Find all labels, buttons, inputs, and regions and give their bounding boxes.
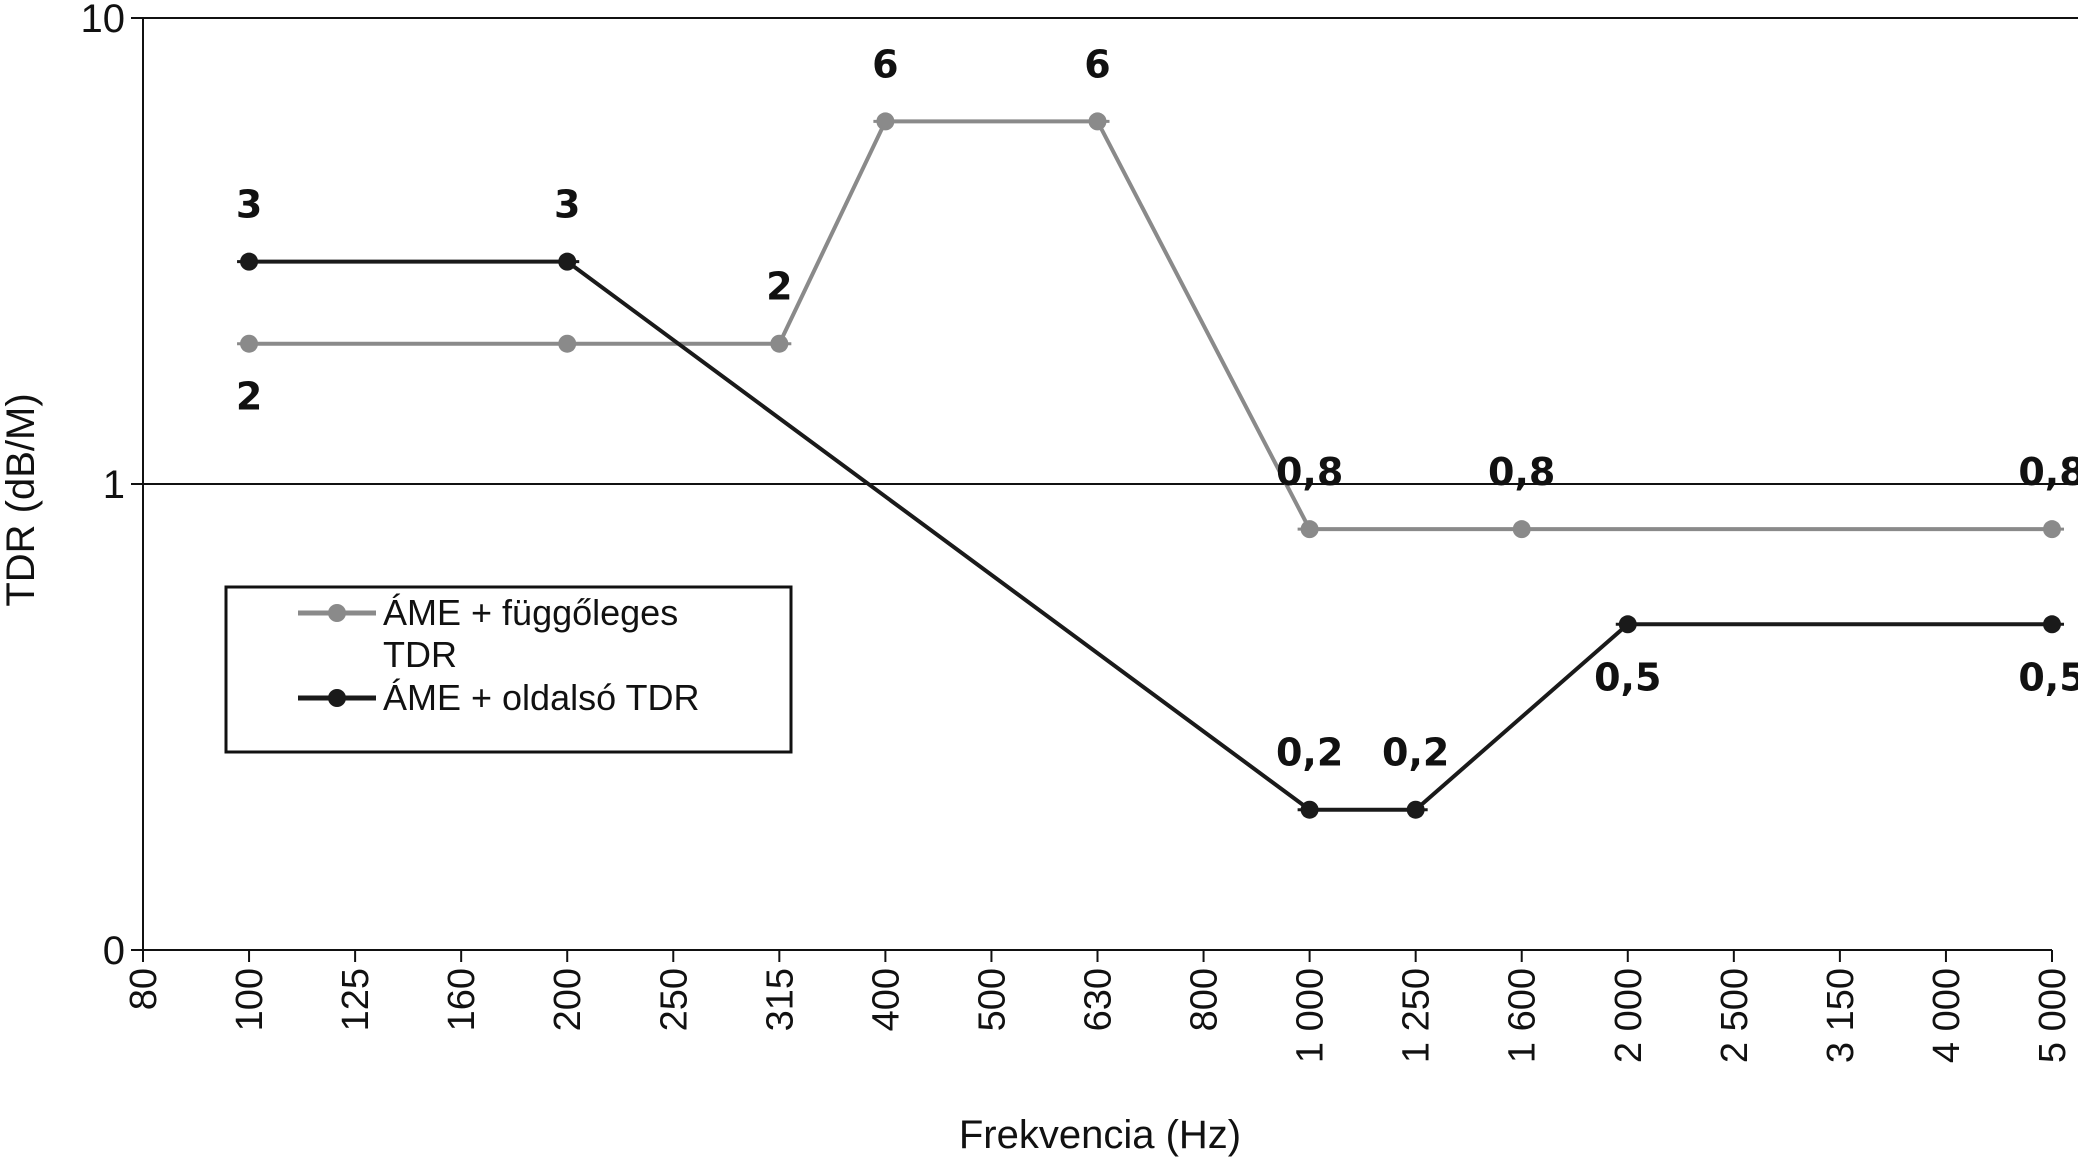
legend-label: ÁME + oldalsó TDR <box>383 677 699 718</box>
legend-swatch-marker <box>328 689 346 707</box>
x-tick-label: 2 000 <box>1608 968 1650 1063</box>
x-tick-label: 800 <box>1184 968 1226 1031</box>
x-axis-title: Frekvencia (Hz) <box>959 1113 1241 1157</box>
data-label: 0,8 <box>2018 450 2078 494</box>
x-tick-label: 315 <box>759 968 801 1031</box>
data-label: 6 <box>1084 42 1110 86</box>
axes: 0 1 10 80 100 125 160 200 250 315 400 500 630 800 1 00… <box>81 0 2075 1063</box>
y-tick-label: 0 <box>103 929 125 973</box>
series-line <box>249 119 2052 532</box>
legend-label: TDR <box>383 634 457 675</box>
series-layer <box>237 112 2064 819</box>
y-tick-label: 10 <box>81 0 126 41</box>
data-label: 2 <box>766 265 792 309</box>
data-label: 6 <box>872 42 898 86</box>
data-label: 3 <box>236 183 262 227</box>
x-tick-label: 1 250 <box>1396 968 1438 1063</box>
x-tick-label: 630 <box>1078 968 1120 1031</box>
x-tick-label: 125 <box>335 968 377 1031</box>
x-tick-label: 160 <box>441 968 483 1031</box>
data-labels: 2 2 6 6 0,8 0,8 0,8 3 3 0,2 0,2 0,5 0,5 <box>236 42 2078 774</box>
x-tick-label: 5 000 <box>2032 968 2074 1063</box>
data-label: 2 <box>236 375 262 419</box>
x-tick-label: 400 <box>865 968 907 1031</box>
data-label: 0,5 <box>1594 655 1661 699</box>
y-tick-label: 1 <box>103 463 125 507</box>
x-tick-label: 100 <box>229 968 271 1031</box>
x-tick-label: 4 000 <box>1926 968 1968 1063</box>
x-tick-label: 1 600 <box>1502 968 1544 1063</box>
x-tick-label: 200 <box>547 968 589 1031</box>
x-tick-label: 3 150 <box>1820 968 1862 1063</box>
grid-lines <box>143 17 2078 485</box>
data-label: 0,8 <box>1276 450 1343 494</box>
x-tick-label: 2 500 <box>1714 968 1756 1063</box>
legend-swatch-marker <box>328 604 346 622</box>
data-label: 0,2 <box>1382 731 1449 775</box>
legend-label: ÁME + függőleges <box>383 592 678 633</box>
x-tick-label: 500 <box>971 968 1013 1031</box>
data-label: 3 <box>554 183 580 227</box>
data-label: 0,2 <box>1276 731 1343 775</box>
x-tick-label: 80 <box>123 968 165 1010</box>
x-tick-label: 1 000 <box>1290 968 1332 1063</box>
series-line <box>249 259 2052 812</box>
x-tick-label: 250 <box>653 968 695 1031</box>
data-label: 0,8 <box>1488 450 1555 494</box>
data-label: 0,5 <box>2018 655 2078 699</box>
y-axis-title: TDR (dB/M) <box>0 393 43 606</box>
